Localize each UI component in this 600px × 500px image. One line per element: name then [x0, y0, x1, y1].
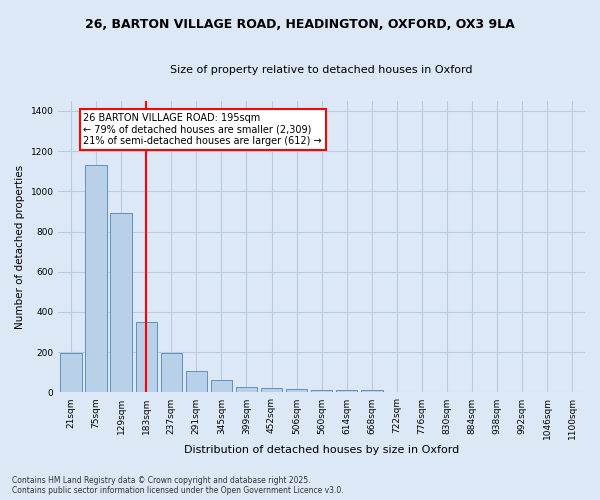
Bar	[60, 353, 82, 393]
Bar	[261, 388, 282, 392]
Bar	[311, 390, 332, 392]
Bar	[185, 372, 207, 392]
Bar	[361, 390, 383, 392]
Title: Size of property relative to detached houses in Oxford: Size of property relative to detached ho…	[170, 65, 473, 75]
Bar	[336, 390, 358, 392]
Text: 26 BARTON VILLAGE ROAD: 195sqm
← 79% of detached houses are smaller (2,309)
21% : 26 BARTON VILLAGE ROAD: 195sqm ← 79% of …	[83, 113, 322, 146]
Text: Contains HM Land Registry data © Crown copyright and database right 2025.
Contai: Contains HM Land Registry data © Crown c…	[12, 476, 344, 495]
Bar	[136, 322, 157, 392]
Bar	[161, 353, 182, 393]
Bar	[211, 380, 232, 392]
Bar	[110, 214, 132, 392]
Text: 26, BARTON VILLAGE ROAD, HEADINGTON, OXFORD, OX3 9LA: 26, BARTON VILLAGE ROAD, HEADINGTON, OXF…	[85, 18, 515, 30]
Y-axis label: Number of detached properties: Number of detached properties	[15, 164, 25, 328]
Bar	[85, 165, 107, 392]
Bar	[236, 388, 257, 392]
Bar	[286, 390, 307, 392]
X-axis label: Distribution of detached houses by size in Oxford: Distribution of detached houses by size …	[184, 445, 460, 455]
